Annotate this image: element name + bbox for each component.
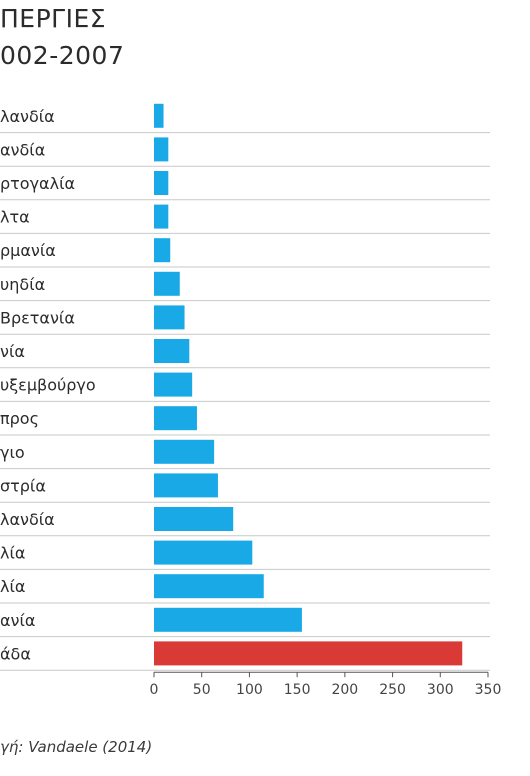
category-label: ρμανία: [0, 241, 56, 260]
bar-highlight: [154, 641, 463, 666]
bar: [154, 372, 193, 397]
category-label: λανδία: [0, 510, 55, 529]
category-label: λανδία: [0, 107, 55, 126]
bar: [154, 238, 171, 263]
bar: [154, 574, 264, 599]
category-label: υξεμβούργο: [0, 376, 96, 395]
category-label: ανδία: [0, 140, 45, 159]
bar: [154, 137, 169, 162]
x-tick-label: 200: [331, 682, 358, 698]
x-tick-label: 100: [236, 682, 263, 698]
bar: [154, 103, 164, 128]
bar: [154, 439, 215, 464]
category-label: λία: [0, 577, 25, 596]
x-tick-label: 350: [475, 682, 502, 698]
category-label: νία: [0, 342, 25, 361]
x-tick-label: 50: [193, 682, 211, 698]
bar: [154, 339, 190, 363]
bar: [154, 204, 169, 229]
bar: [154, 305, 185, 330]
category-label: γιο: [0, 443, 25, 462]
category-label: λία: [0, 544, 25, 563]
category-label: ανία: [0, 611, 35, 630]
x-tick-label: 0: [150, 682, 159, 698]
category-label: υηδία: [0, 275, 45, 294]
category-label: λτα: [0, 208, 30, 227]
x-tick-label: 250: [379, 682, 406, 698]
bar: [154, 473, 218, 498]
bar: [154, 507, 234, 531]
category-label: άδα: [0, 644, 31, 663]
bar: [154, 271, 180, 296]
bar: [154, 540, 253, 565]
bar: [154, 406, 197, 431]
x-tick-label: 150: [284, 682, 311, 698]
bar: [154, 171, 169, 195]
bar: [154, 607, 302, 632]
source-note: γή: Vandaele (2014): [0, 738, 153, 756]
category-label: στρία: [0, 476, 46, 495]
category-label: προς: [0, 409, 39, 428]
x-tick-label: 300: [427, 682, 454, 698]
category-label: ρτογαλία: [0, 174, 75, 193]
chart-title-line-2: 002-2007: [0, 41, 125, 70]
chart-title-line-1: ΠΕΡΓΙΕΣ: [0, 4, 107, 33]
category-label: Βρετανία: [0, 308, 75, 327]
